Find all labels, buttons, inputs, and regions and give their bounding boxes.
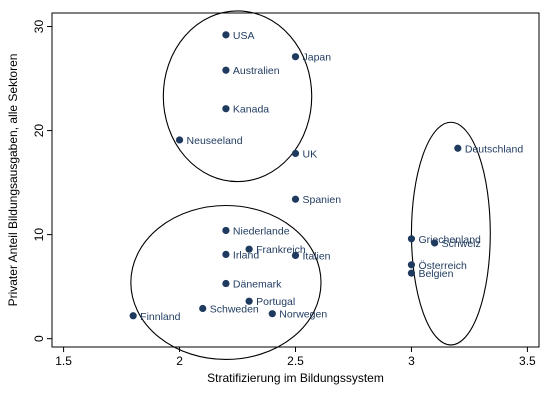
data-point-group: Niederlande — [222, 225, 290, 237]
data-point-group: Portugal — [245, 296, 295, 308]
data-point-marker — [407, 235, 416, 243]
y-tick-label: 20 — [32, 124, 46, 138]
data-point-label: USA — [233, 30, 255, 42]
data-point-group: Österreich — [407, 260, 467, 272]
data-point-label: Niederlande — [233, 225, 290, 237]
data-point-marker — [222, 105, 230, 113]
data-point-label: Irland — [233, 249, 259, 261]
data-point-group: Italien — [291, 250, 331, 262]
y-tick-label: 0 — [32, 335, 46, 342]
data-point-label: Deutschland — [465, 143, 524, 155]
data-point-label: Österreich — [418, 260, 467, 272]
x-tick-label: 2.5 — [287, 354, 304, 368]
data-point-marker — [454, 144, 462, 152]
data-point-marker — [222, 226, 230, 235]
x-tick-label: 2 — [176, 354, 183, 368]
cluster-ellipses — [130, 10, 491, 361]
data-point-marker — [291, 251, 300, 260]
data-point-marker — [291, 149, 300, 158]
data-point-marker — [245, 297, 253, 305]
data-point-marker — [291, 53, 300, 61]
data-point-label: Norwegen — [279, 309, 327, 321]
data-point-label: Schweiz — [442, 238, 481, 250]
y-axis-label: Privater Anteil Bildungsausgaben, alle S… — [6, 54, 20, 307]
data-point-group: Belgien — [407, 268, 454, 280]
cluster-top-ellipse — [162, 10, 313, 183]
x-tick-label: 1.5 — [55, 354, 72, 368]
data-point-marker — [222, 66, 230, 74]
data-point-group: Spanien — [291, 194, 342, 206]
y-axis: 0 10 20 30 — [32, 20, 52, 342]
cluster-right-ellipse — [410, 121, 491, 346]
data-point-label: Spanien — [303, 194, 342, 206]
data-point-marker — [175, 136, 184, 144]
data-point-marker — [222, 279, 230, 288]
data-point-group: Japan — [291, 52, 332, 64]
data-point-group: Finnland — [129, 311, 181, 323]
data-point-marker — [222, 31, 230, 39]
data-point-group: Schweiz — [431, 238, 481, 250]
data-point-label: Italien — [303, 250, 331, 262]
data-point-marker — [407, 261, 416, 269]
data-point-marker — [129, 312, 137, 320]
data-point-label: Neuseeland — [187, 135, 243, 147]
data-point-marker — [268, 310, 276, 318]
data-point-marker — [407, 269, 416, 277]
data-point-label: Schweden — [210, 304, 259, 316]
data-point-group: Norwegen — [268, 309, 327, 321]
x-axis-label: Stratifizierung im Bildungssystem — [207, 371, 384, 385]
data-point-group: USA — [222, 30, 255, 42]
data-point-label: Australien — [233, 65, 280, 77]
data-points: USA Japan Australien Kanada Neuseeland UK Deut… — [129, 30, 523, 323]
data-point-group: Neuseeland — [175, 135, 243, 147]
data-point-group: Schweden — [199, 304, 259, 316]
data-point-group: Kanada — [222, 104, 269, 116]
data-point-label: Dänemark — [233, 279, 282, 291]
data-point-group: Irland — [222, 249, 259, 261]
data-point-label: UK — [303, 148, 318, 160]
x-tick-label: 3 — [408, 354, 415, 368]
data-point-group: UK — [291, 148, 318, 160]
cluster-bottom-ellipse — [130, 204, 322, 361]
data-point-label: Belgien — [418, 268, 453, 280]
data-point-label: Finnland — [140, 311, 180, 323]
data-point-group: Dänemark — [222, 279, 282, 291]
data-point-marker — [291, 195, 300, 203]
data-point-marker — [222, 250, 230, 258]
data-point-label: Japan — [303, 52, 332, 64]
data-point-marker — [245, 245, 253, 253]
data-point-group: Australien — [222, 65, 280, 77]
y-tick-label: 30 — [32, 20, 46, 34]
data-point-label: Portugal — [256, 296, 295, 308]
data-point-label: Kanada — [233, 104, 269, 116]
x-axis: 1.5 2 2.5 3 3.5 — [55, 347, 536, 368]
y-tick-label: 10 — [32, 228, 46, 242]
data-point-marker — [199, 304, 207, 313]
x-tick-label: 3.5 — [519, 354, 536, 368]
data-point-group: Deutschland — [454, 143, 523, 155]
data-point-marker — [431, 239, 439, 247]
